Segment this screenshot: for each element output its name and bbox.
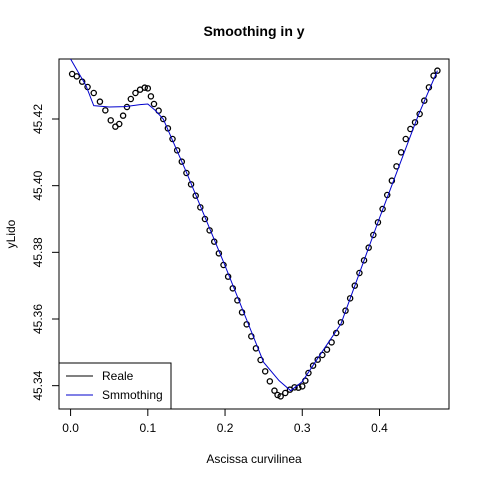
x-tick-label: 0.0	[62, 421, 79, 435]
legend-label-reale: Reale	[102, 369, 134, 383]
data-point	[178, 158, 186, 165]
data-point	[243, 321, 250, 328]
data-point	[282, 389, 289, 397]
y-tick-label: 45.36	[31, 304, 45, 334]
data-point	[323, 346, 331, 353]
data-point	[261, 368, 269, 375]
data-point	[402, 135, 410, 143]
data-point	[430, 72, 437, 79]
y-tick-label: 45.38	[31, 237, 45, 267]
plot-content	[68, 58, 441, 400]
data-point	[115, 120, 123, 128]
data-point	[169, 135, 176, 143]
data-point	[388, 177, 396, 184]
data-point	[299, 383, 306, 390]
data-point	[379, 205, 386, 213]
data-point	[173, 147, 181, 154]
data-point	[309, 362, 317, 369]
data-point	[102, 107, 109, 114]
data-point	[144, 85, 152, 92]
data-point	[374, 219, 382, 226]
data-point	[160, 115, 167, 123]
data-point	[291, 384, 298, 391]
data-point	[192, 192, 199, 199]
data-point	[238, 309, 246, 316]
x-tick-label: 0.3	[294, 421, 311, 435]
data-point	[119, 112, 127, 119]
data-point	[337, 319, 345, 326]
y-tick-label: 45.34	[31, 370, 45, 400]
data-point	[434, 67, 441, 74]
y-axis: 45.34 45.36 45.38 45.40 45.42	[31, 104, 60, 401]
data-point	[365, 244, 372, 251]
data-point	[302, 377, 309, 384]
x-axis-label: Ascissa curvilinea	[206, 452, 302, 466]
data-point	[342, 307, 349, 314]
legend: Reale Smmothing	[58, 362, 172, 410]
data-point	[271, 387, 278, 394]
data-point	[314, 356, 321, 363]
data-point	[127, 95, 135, 103]
data-point	[305, 369, 312, 377]
y-axis-label: yLido	[4, 219, 18, 248]
data-point	[183, 169, 190, 177]
data-point	[187, 181, 195, 188]
x-tick-label: 0.4	[371, 421, 388, 435]
data-point	[274, 391, 281, 399]
series-reale-points	[68, 67, 441, 400]
data-point	[141, 84, 148, 91]
x-tick-label: 0.1	[139, 421, 156, 435]
data-point	[277, 393, 284, 400]
y-tick-label: 45.40	[31, 170, 45, 200]
data-point	[164, 125, 172, 132]
data-point	[397, 149, 405, 156]
data-point	[421, 97, 428, 104]
data-point	[90, 89, 98, 97]
data-point	[360, 257, 368, 264]
data-point	[132, 89, 139, 97]
data-point	[351, 282, 359, 289]
data-point	[248, 333, 255, 340]
legend-box	[58, 362, 172, 410]
data-point	[147, 93, 155, 100]
data-point	[266, 378, 274, 385]
data-point	[370, 231, 377, 239]
x-axis: 0.0 0.1 0.2 0.3 0.4	[62, 408, 388, 435]
legend-label-smoothing: Smmothing	[102, 388, 163, 402]
plot-frame	[58, 58, 450, 410]
chart-title: Smoothing in y	[203, 23, 304, 39]
y-tick-label: 45.42	[31, 104, 45, 134]
data-point	[346, 295, 354, 302]
data-point	[73, 73, 81, 80]
data-point	[107, 117, 114, 124]
data-point	[150, 100, 158, 108]
series-smoothing-line	[70, 58, 438, 392]
data-point	[96, 98, 104, 105]
data-point	[356, 269, 363, 277]
x-tick-label: 0.2	[217, 421, 234, 435]
